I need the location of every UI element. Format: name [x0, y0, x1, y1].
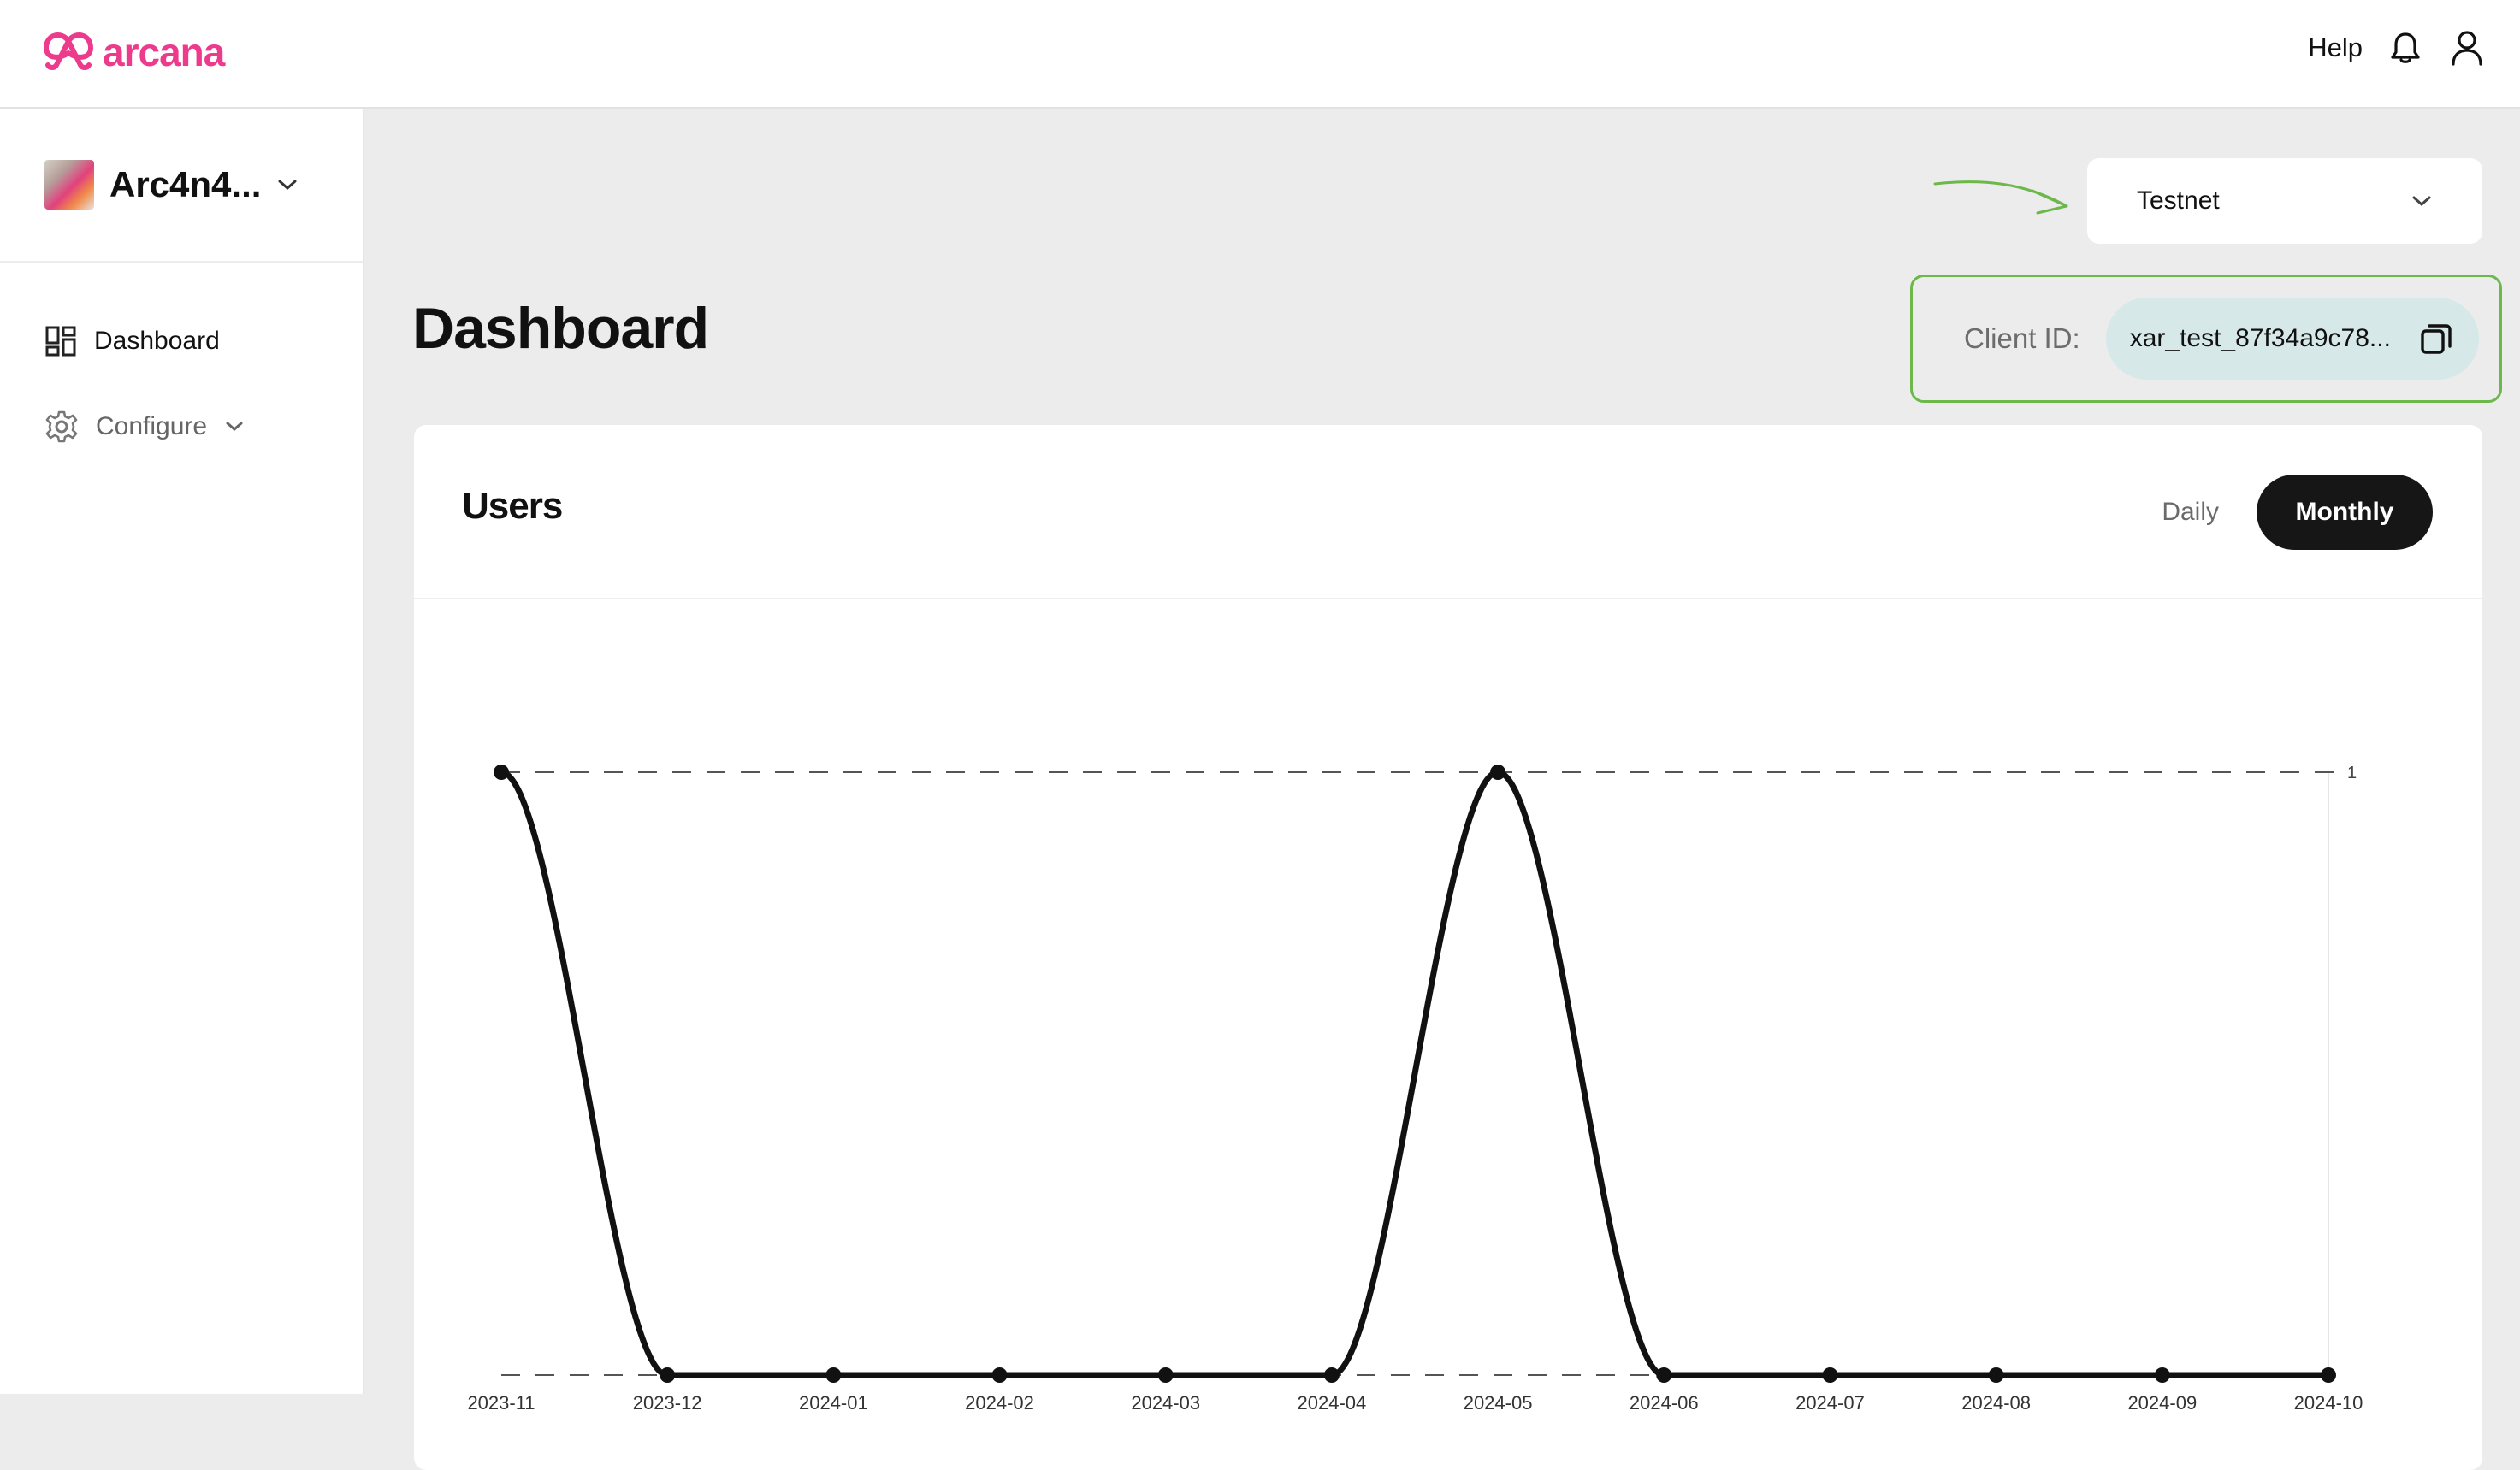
notifications-button[interactable]	[2387, 29, 2424, 67]
daily-toggle-button[interactable]: Daily	[2162, 498, 2219, 526]
dashboard-grid-icon	[45, 326, 76, 357]
sidebar-item-label: Dashboard	[94, 327, 220, 355]
x-tick-label: 2024-08	[1961, 1392, 2031, 1414]
data-point[interactable]	[2321, 1367, 2336, 1383]
data-point[interactable]	[660, 1367, 676, 1383]
data-point[interactable]	[494, 765, 509, 780]
network-dropdown[interactable]: Testnet	[2087, 158, 2482, 244]
arcana-logo-icon	[44, 32, 93, 70]
x-tick-label: 2024-03	[1131, 1392, 1200, 1414]
sidebar-item-label: Configure	[96, 412, 208, 440]
chevron-down-icon	[2412, 196, 2431, 207]
chevron-down-icon	[226, 422, 243, 431]
series-line	[500, 769, 2328, 1378]
users-line-chart: 1 2023-11 2023-12 2024-01 2024-02 2024-03 2024…	[467, 764, 2363, 1414]
page-title: Dashboard	[412, 296, 709, 361]
sidebar-item-dashboard[interactable]: Dashboard	[0, 298, 363, 384]
data-point[interactable]	[1323, 1367, 1340, 1383]
client-id-field[interactable]: xar_test_87f34a9c78...	[2105, 298, 2479, 380]
x-tick-label: 2024-06	[1630, 1392, 1699, 1414]
client-id-panel: Client ID: xar_test_87f34a9c78...	[1910, 275, 2502, 403]
users-card-title: Users	[462, 485, 563, 527]
user-icon	[2452, 31, 2482, 66]
annotation-arrow-icon	[1933, 180, 2068, 215]
project-avatar	[44, 160, 94, 210]
x-tick-label: 2024-07	[1795, 1392, 1865, 1414]
y-tick-label: 1	[2347, 764, 2357, 782]
client-id-value: xar_test_87f34a9c78...	[2129, 324, 2391, 352]
project-name: Arc4n4...	[109, 164, 262, 204]
data-point[interactable]	[991, 1367, 1008, 1383]
x-tick-label: 2024-04	[1298, 1392, 1367, 1414]
top-actions: Help	[2308, 29, 2486, 67]
data-point[interactable]	[825, 1367, 842, 1383]
users-card: Users Daily Monthly 1 2023-11 2023-12 2024-…	[414, 425, 2482, 1470]
x-tick-label: 2024-01	[799, 1392, 868, 1414]
profile-button[interactable]	[2448, 29, 2486, 67]
x-tick-label: 2024-05	[1464, 1392, 1533, 1414]
bell-icon	[2391, 32, 2420, 63]
gear-icon	[45, 410, 78, 443]
data-point[interactable]	[1656, 1367, 1672, 1383]
client-id-label: Client ID:	[1964, 322, 2080, 354]
data-point[interactable]	[2154, 1367, 2170, 1383]
main-content: Testnet Dashboard Client ID: xar_test_87…	[364, 109, 2520, 1470]
data-point[interactable]	[1988, 1367, 2004, 1383]
copy-client-id-button[interactable]	[2417, 320, 2455, 357]
data-point[interactable]	[1157, 1367, 1174, 1383]
period-toggle: Daily Monthly	[2162, 475, 2433, 550]
x-tick-label: 2023-12	[633, 1392, 702, 1414]
data-point[interactable]	[1822, 1367, 1838, 1383]
x-tick-label: 2023-11	[467, 1392, 535, 1414]
brand-name: arcana	[103, 30, 225, 74]
project-selector[interactable]: Arc4n4...	[0, 109, 363, 263]
network-selected-value: Testnet	[2137, 186, 2220, 215]
x-tick-label: 2024-10	[2294, 1392, 2363, 1414]
x-tick-label: 2024-09	[2127, 1392, 2197, 1414]
arcana-logo[interactable]: arcana	[43, 29, 225, 75]
x-tick-label: 2024-02	[965, 1392, 1034, 1414]
sidebar: Arc4n4... Dashboard Configure	[0, 109, 364, 1394]
chevron-down-icon	[278, 180, 297, 191]
sidebar-nav: Dashboard Configure	[0, 263, 363, 469]
top-bar: arcana Help	[0, 0, 2520, 109]
sidebar-item-configure[interactable]: Configure	[0, 384, 363, 469]
data-point[interactable]	[1490, 765, 1506, 780]
help-link[interactable]: Help	[2308, 32, 2363, 62]
copy-icon	[2421, 324, 2452, 354]
monthly-toggle-button[interactable]: Monthly	[2257, 475, 2433, 550]
users-card-header: Users Daily Monthly	[414, 425, 2482, 599]
